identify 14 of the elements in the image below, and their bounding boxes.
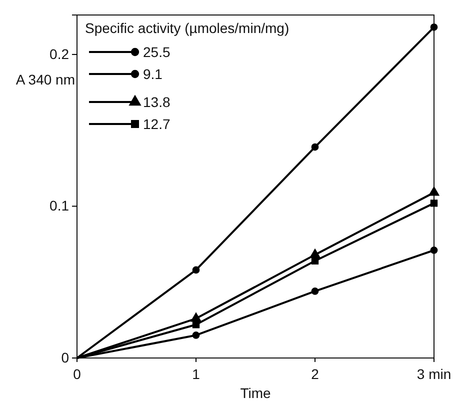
x-tick-label: 2 <box>311 366 320 382</box>
legend-title: Specific activity (µmoles/min/mg) <box>85 20 290 36</box>
y-axis-title: A 340 nm <box>16 71 75 88</box>
legend-label: 9.1 <box>143 66 163 82</box>
legend-label: 12.7 <box>143 116 170 132</box>
legend-label: 25.5 <box>143 44 170 60</box>
x-tick-label: 1 <box>192 366 200 382</box>
x-tick-label: 3 min <box>416 366 452 382</box>
x-tick-label: 0 <box>73 366 82 382</box>
y-tick-label: 0.2 <box>50 46 70 62</box>
y-tick-label: 0.1 <box>50 198 70 214</box>
x-axis-title: Time <box>240 385 272 401</box>
legend-label: 13.8 <box>143 94 170 110</box>
y-tick-label: 0 <box>61 349 70 366</box>
